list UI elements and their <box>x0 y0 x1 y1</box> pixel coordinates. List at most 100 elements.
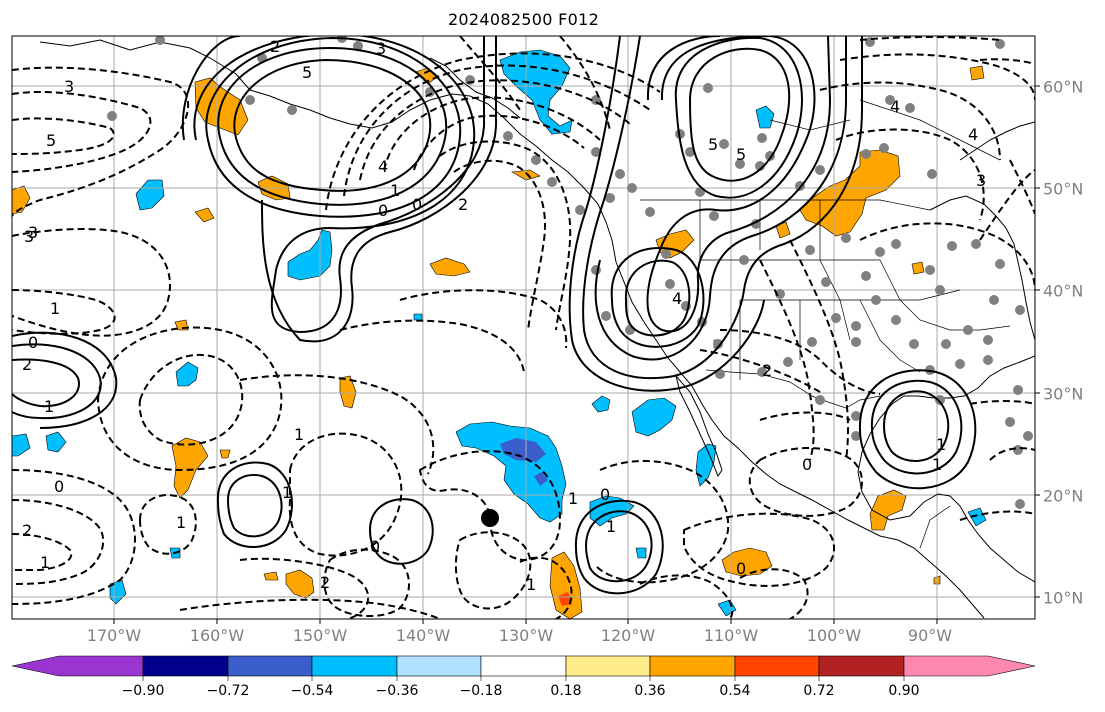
shade-orange <box>869 489 907 531</box>
colorbar <box>11 655 1036 681</box>
map-background <box>12 36 1035 619</box>
shade-orange <box>969 65 985 81</box>
contour-label: 5 <box>736 145 746 164</box>
shaded-regions <box>12 49 987 619</box>
coastlines <box>39 39 1035 619</box>
contour-label: 1 <box>282 483 292 502</box>
longitude-label: 150°W <box>292 626 348 645</box>
colorbar-tick-label: −0.90 <box>121 683 165 699</box>
contour-label: 0 <box>802 455 812 474</box>
colorbar-extend-low <box>11 655 144 677</box>
colorbar-tick-label: 0.90 <box>888 683 920 699</box>
shade-lightblue <box>755 105 775 129</box>
longitude-label: 170°W <box>86 626 142 645</box>
storm-center-marker <box>481 509 499 527</box>
colorbar-segment <box>311 655 398 677</box>
contour-label: 0 <box>736 559 746 578</box>
colorbar-tick-label: 0.18 <box>550 683 582 699</box>
contour-label: 3 <box>64 77 74 96</box>
contour-label: 5 <box>302 63 312 82</box>
longitude-label: 160°W <box>189 626 245 645</box>
colorbar-tick-label: 0.36 <box>634 683 666 699</box>
shade-orange <box>219 449 231 459</box>
colorbar-tick-label: −0.54 <box>290 683 334 699</box>
longitude-label: 90°W <box>907 626 953 645</box>
contour-label: 2 <box>22 521 32 540</box>
contour-label: 4 <box>672 289 682 308</box>
shade-orange <box>339 375 357 409</box>
contour-label: 1 <box>932 455 942 474</box>
shade-blue <box>500 438 546 462</box>
shade-orange <box>911 261 925 275</box>
longitude-label: 120°W <box>600 626 656 645</box>
contour-label: 1 <box>390 181 400 200</box>
shade-blue <box>534 472 548 486</box>
shade-red <box>558 592 572 606</box>
contour-label: 0 <box>600 485 610 504</box>
colorbar-segment <box>649 655 736 677</box>
colorbar-extend-high <box>903 655 1036 677</box>
latitude-label: 40°N <box>1043 281 1084 301</box>
longitude-label: 140°W <box>395 626 451 645</box>
shade-orange <box>171 437 209 499</box>
map-frame <box>11 35 1036 620</box>
colorbar-segment <box>396 655 482 677</box>
contour-label: 3 <box>28 223 38 242</box>
shade-lightblue <box>635 547 647 559</box>
contour-label: 4 <box>890 97 900 116</box>
latitude-label: 60°N <box>1043 77 1084 97</box>
contour-label: 4 <box>378 157 388 176</box>
contour-label: 2 <box>22 355 32 374</box>
contour-label: 3 <box>376 39 386 58</box>
contour-label: 0 <box>378 201 388 220</box>
colorbar-segment <box>565 655 651 677</box>
shade-orange <box>799 149 901 237</box>
shade-lightblue <box>967 507 987 527</box>
shade-lightblue <box>45 431 67 453</box>
colorbar-tick-label: 0.72 <box>803 683 835 699</box>
colorbar-tick-label: −0.36 <box>375 683 419 699</box>
colorbar-segment <box>142 655 229 677</box>
latitude-label: 30°N <box>1043 384 1084 404</box>
contour-label: 2 <box>458 195 468 214</box>
colorbar-tick-label: −0.72 <box>206 683 250 699</box>
contour-label: 4 <box>968 125 978 144</box>
axis-ticks <box>113 85 1040 624</box>
contour-label: 5 <box>708 135 718 154</box>
positive-contours <box>12 36 977 595</box>
contour-label: 1 <box>936 435 946 454</box>
shade-lightblue <box>12 433 31 457</box>
contour-label: 1 <box>526 575 536 594</box>
colorbar-segment <box>227 655 313 677</box>
colorbar-segment <box>734 655 820 677</box>
contour-label: 1 <box>176 513 186 532</box>
observation-points <box>107 36 1033 509</box>
shade-orange <box>263 571 279 581</box>
contour-label: 1 <box>44 397 54 416</box>
contour-label: 1 <box>50 299 60 318</box>
contour-label: 2 <box>320 573 330 592</box>
contour-label: 2 <box>270 37 280 56</box>
contour-label: 1 <box>40 553 50 572</box>
longitude-label: 110°W <box>703 626 759 645</box>
latitude-label: 50°N <box>1043 179 1084 199</box>
shade-lightblue <box>287 229 333 281</box>
contour-label: 5 <box>46 131 56 150</box>
latitude-label: 20°N <box>1043 486 1084 506</box>
contour-label: 3 <box>24 227 34 246</box>
longitude-label: 100°W <box>806 626 862 645</box>
contour-label: 2 <box>762 361 772 380</box>
colorbar-segment <box>480 655 567 677</box>
shade-lightblue <box>175 361 199 387</box>
contour-label: 0 <box>54 477 64 496</box>
contour-labels: 3 5 5 4 1 0 0 2 3 2 4 5 3 5 1 0 2 4 4 3 … <box>22 37 986 594</box>
map-title: 2024082500 F012 <box>447 10 600 29</box>
colorbar-tick-label: −0.18 <box>459 683 503 699</box>
shade-lightblue <box>413 313 423 321</box>
longitude-label: 130°W <box>498 626 554 645</box>
contour-label: 0 <box>370 537 380 556</box>
shade-orange <box>549 551 583 619</box>
contour-label: 0 <box>28 333 38 352</box>
shade-orange <box>429 257 471 277</box>
